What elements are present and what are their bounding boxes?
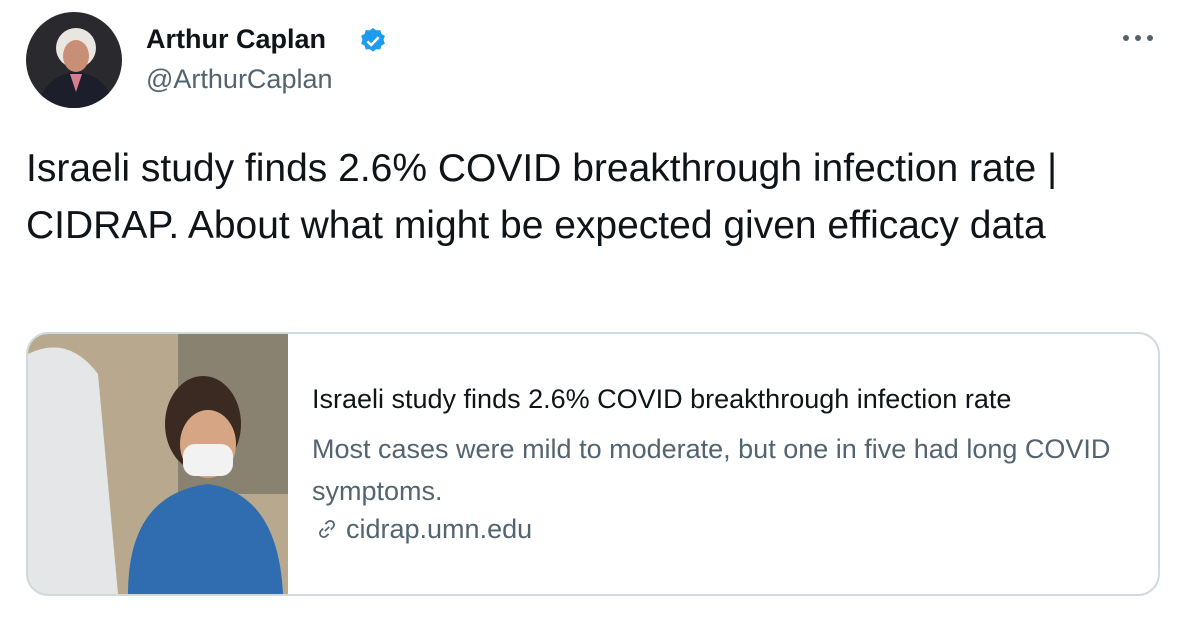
card-domain: cidrap.umn.edu [346, 514, 533, 544]
card-title: Israeli study finds 2.6% COVID breakthro… [312, 384, 1012, 414]
tweet-text: Israeli study finds 2.6% COVID breakthro… [26, 147, 1058, 247]
verified-badge [361, 27, 385, 52]
author-handle[interactable]: @ArthurCaplan [146, 64, 333, 94]
author-name[interactable]: Arthur Caplan [146, 24, 327, 54]
more-button[interactable] [1120, 30, 1156, 46]
link-card[interactable]: Israeli study finds 2.6% COVID breakthro… [26, 332, 1160, 596]
link-icon [319, 519, 335, 539]
card-description: Most cases were mild to moderate, but on… [312, 434, 1111, 506]
avatar[interactable] [26, 12, 122, 108]
card-image [28, 334, 288, 594]
